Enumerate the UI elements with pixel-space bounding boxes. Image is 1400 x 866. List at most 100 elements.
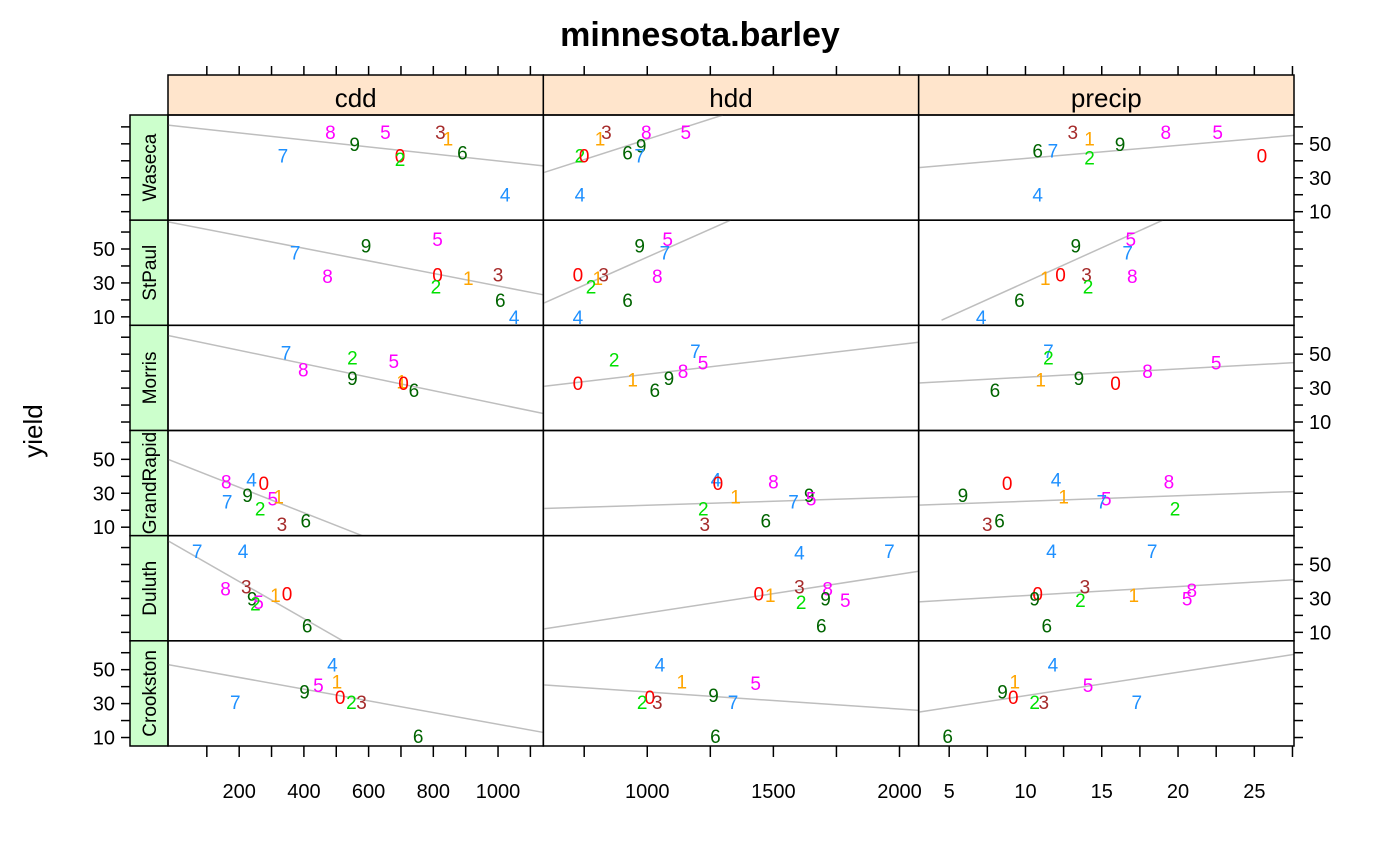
data-point-0: 0 xyxy=(258,474,269,495)
data-point-0: 0 xyxy=(1257,147,1268,168)
panel-duluth-hdd: 4 7 3 8 0 1 9 5 26 xyxy=(542,534,920,642)
data-point-0: 0 xyxy=(395,147,406,168)
data-point-7: 7 xyxy=(1048,142,1059,163)
data-point-2: 2 xyxy=(431,277,442,298)
fit-line xyxy=(543,570,919,630)
y-tick-label: 50 xyxy=(93,660,115,682)
data-point-9: 9 xyxy=(804,486,815,507)
data-point-6: 6 xyxy=(1042,617,1053,638)
data-point-4: 4 xyxy=(500,186,511,207)
data-point-8: 8 xyxy=(1161,123,1172,144)
data-point-9: 9 xyxy=(664,369,675,390)
data-point-5: 5 xyxy=(1083,676,1094,697)
panel-waseca-precip: 3 1 8 5 9 6 7 2 0 4 xyxy=(917,114,1295,221)
data-point-2: 2 xyxy=(698,500,709,521)
data-point-7: 7 xyxy=(1132,693,1143,714)
panel-stpaul-precip: 57 91 0 32 8 6 4 xyxy=(917,219,1295,327)
data-point-6: 6 xyxy=(942,727,953,748)
data-point-9: 9 xyxy=(242,486,253,507)
data-point-6: 6 xyxy=(457,143,468,164)
data-point-3: 3 xyxy=(794,578,805,599)
panel-waseca-cdd: 8 5 31 9 7 02 6 4 xyxy=(167,114,545,221)
data-point-0: 0 xyxy=(644,688,655,709)
strip-duluth-bg xyxy=(129,534,169,642)
data-point-9: 9 xyxy=(634,237,645,258)
data-point-6: 6 xyxy=(495,291,506,312)
data-point-9: 9 xyxy=(349,135,360,156)
data-point-9: 9 xyxy=(997,683,1008,704)
data-point-8: 8 xyxy=(652,267,663,288)
data-point-7: 7 xyxy=(222,493,233,514)
data-point-3: 3 xyxy=(241,578,252,599)
data-point-6: 6 xyxy=(622,291,633,312)
row-strips: Waseca StPaul Morris GrandRapid Duluth Crooks… xyxy=(129,114,169,747)
data-point-1: 1 xyxy=(730,488,741,509)
data-point-8: 8 xyxy=(641,123,652,144)
data-point-3: 3 xyxy=(652,693,663,714)
panel-border xyxy=(917,324,1295,432)
data-point-6: 6 xyxy=(816,617,827,638)
data-point-5: 5 xyxy=(380,123,391,144)
data-point-0: 0 xyxy=(1008,688,1019,709)
x-tick-label-precip: 25 xyxy=(1243,781,1265,803)
data-point-1: 1 xyxy=(396,372,407,393)
data-point-1: 1 xyxy=(593,269,604,290)
fit-line xyxy=(918,134,1295,169)
data-point-7: 7 xyxy=(690,342,701,363)
y-tick-label: 50 xyxy=(93,239,115,261)
data-point-8: 8 xyxy=(678,362,689,383)
data-point-6: 6 xyxy=(622,143,633,164)
data-point-9: 9 xyxy=(820,589,831,610)
x-tick-label-hdd: 1000 xyxy=(625,781,670,803)
data-point-9: 9 xyxy=(247,589,258,610)
fit-line xyxy=(918,361,1295,384)
data-point-4: 4 xyxy=(1051,471,1062,492)
fit-line xyxy=(168,540,344,641)
data-point-8: 8 xyxy=(768,472,779,493)
fit-line xyxy=(543,341,919,388)
panel-border xyxy=(917,640,1295,747)
data-point-4: 4 xyxy=(509,308,520,329)
panel-waseca-hdd: 13 8 5 96 7 20 4 xyxy=(542,114,920,221)
panel-border xyxy=(167,219,545,327)
y-tick-label: 50 xyxy=(1309,134,1331,156)
data-point-9: 9 xyxy=(1071,237,1082,258)
data-point-5: 5 xyxy=(1125,230,1136,251)
data-point-1: 1 xyxy=(332,673,343,694)
x-tick-label-cdd: 200 xyxy=(222,781,255,803)
data-point-6: 6 xyxy=(409,381,420,402)
data-point-9: 9 xyxy=(708,686,719,707)
strip-waseca-label: Waseca xyxy=(140,133,161,201)
data-point-4: 4 xyxy=(711,471,722,492)
data-point-3: 3 xyxy=(598,265,609,286)
data-point-2: 2 xyxy=(1170,500,1181,521)
data-point-3: 3 xyxy=(277,515,288,536)
data-point-2: 2 xyxy=(347,349,358,370)
data-point-2: 2 xyxy=(1043,349,1054,370)
data-point-0: 0 xyxy=(398,374,409,395)
data-point-6: 6 xyxy=(994,511,1005,532)
y-tick-label: 50 xyxy=(1309,344,1331,366)
data-point-8: 8 xyxy=(325,123,336,144)
fit-line xyxy=(168,334,544,415)
data-point-3: 3 xyxy=(601,123,612,144)
y-tick-label: 30 xyxy=(1309,378,1331,400)
data-point-6: 6 xyxy=(301,511,312,532)
data-point-1: 1 xyxy=(677,673,688,694)
data-point-5: 5 xyxy=(750,674,761,695)
fit-line xyxy=(543,495,919,510)
data-point-0: 0 xyxy=(1110,374,1121,395)
data-point-1: 1 xyxy=(270,586,281,607)
data-point-8: 8 xyxy=(322,267,333,288)
data-point-7: 7 xyxy=(278,147,289,168)
strip-crookston-bg xyxy=(129,640,169,747)
data-point-2: 2 xyxy=(250,595,261,616)
data-point-1: 1 xyxy=(1058,488,1069,509)
data-point-0: 0 xyxy=(713,474,724,495)
data-point-4: 4 xyxy=(794,544,805,565)
y-tick-label: 10 xyxy=(93,307,115,329)
data-point-7: 7 xyxy=(660,243,671,264)
panel-border xyxy=(542,429,920,537)
